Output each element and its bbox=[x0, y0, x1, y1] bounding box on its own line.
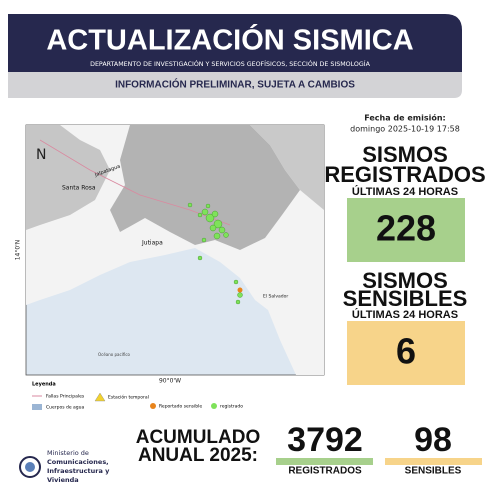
legend-water bbox=[32, 404, 42, 410]
emission-date: domingo 2025-10-19 17:58 bbox=[350, 125, 460, 134]
legend-title: Leyenda bbox=[32, 382, 56, 388]
title: ACTUALIZACIÓN SISMICA bbox=[46, 23, 413, 57]
fault-line bbox=[39, 139, 231, 226]
legend-label: Reportado sensible bbox=[159, 404, 202, 410]
accumulated-registered: 3792 bbox=[287, 421, 363, 459]
legend-label: Cuerpos de agua bbox=[46, 405, 85, 411]
ministry-line: Comunicaciones, bbox=[47, 458, 109, 466]
north-arrow: N bbox=[36, 147, 46, 163]
land-east bbox=[250, 125, 324, 210]
sensible-strip bbox=[385, 458, 482, 465]
accumulated-label: ACUMULADO bbox=[136, 427, 261, 448]
sensible-title: SENSIBLES bbox=[343, 286, 468, 311]
ministry-logo-inner bbox=[25, 462, 35, 472]
lat-label: 14°0'N bbox=[15, 240, 22, 261]
land-west bbox=[26, 125, 110, 230]
notice-bar bbox=[8, 72, 462, 98]
legend-sensible bbox=[150, 403, 156, 409]
legend-station bbox=[94, 392, 106, 402]
sensible-epicenter bbox=[237, 287, 243, 293]
epicenters bbox=[187, 202, 243, 305]
registered-period: ÚLTIMAS 24 HORAS bbox=[352, 185, 458, 198]
subtitle: DEPARTAMENTO DE INVESTIGACIÓN Y SERVICIO… bbox=[90, 59, 370, 68]
legend-label: Fallas Principales bbox=[46, 394, 85, 400]
sensible-box bbox=[347, 321, 465, 385]
land-guatemala bbox=[110, 125, 300, 250]
registered-strip bbox=[276, 458, 373, 465]
emission-label: Fecha de emisión: bbox=[364, 113, 446, 123]
header-banner bbox=[8, 14, 462, 72]
sensible-title: SISMOS bbox=[362, 268, 448, 293]
registered-title: REGISTRADOS bbox=[324, 162, 485, 187]
sensible-period: ÚLTIMAS 24 HORAS bbox=[352, 308, 458, 321]
registered-title: SISMOS bbox=[362, 142, 448, 167]
accumulated-registered-label: REGISTRADOS bbox=[288, 466, 362, 477]
legend: Leyenda Fallas Principales Cuerpos de ag… bbox=[32, 382, 243, 411]
sensible-value: 6 bbox=[396, 331, 416, 372]
legend-label: Estación temporal bbox=[108, 394, 149, 401]
accumulated-label: ANUAL 2025: bbox=[138, 445, 258, 466]
lon-label: 90°0'W bbox=[159, 378, 181, 385]
notice: INFORMACIÓN PRELIMINAR, SUJETA A CAMBIOS bbox=[115, 78, 355, 91]
map-label: Jutiapa bbox=[141, 240, 163, 247]
ministry-line: Ministerio de bbox=[47, 449, 89, 457]
registered-box bbox=[347, 198, 465, 262]
legend-label: registrado bbox=[220, 404, 243, 410]
map-label: Océano pacífico bbox=[98, 352, 131, 357]
accumulated-sensible-label: SENSIBLES bbox=[405, 466, 462, 477]
registered-value: 228 bbox=[376, 208, 436, 249]
map: N Santa Rosa Jalpatagua Jutiapa El Salva… bbox=[15, 124, 325, 385]
map-label: El Salvador bbox=[263, 294, 288, 300]
legend-registered bbox=[211, 403, 217, 409]
accumulated-sensible: 98 bbox=[414, 421, 452, 459]
ministry-line: Infraestructura y bbox=[47, 467, 110, 475]
map-label: Santa Rosa bbox=[62, 185, 96, 192]
ministry-line: Vivienda bbox=[47, 476, 79, 484]
ministry-logo bbox=[19, 456, 41, 478]
